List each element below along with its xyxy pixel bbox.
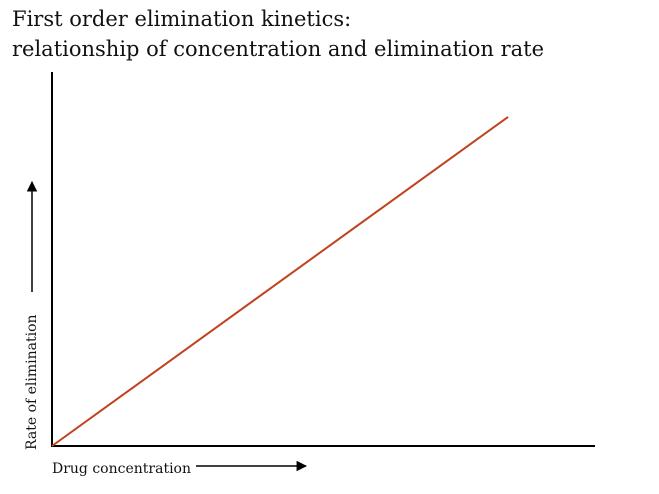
chart-title-line-2: relationship of concentration and elimin… (12, 37, 545, 61)
chart-title: First order elimination kinetics: relati… (12, 4, 544, 64)
series-layer (51, 116, 509, 447)
series-line-1 (51, 116, 509, 447)
y-axis-label: Rate of elimination (24, 314, 40, 450)
chart-title-line-1: First order elimination kinetics: (12, 7, 352, 31)
x-axis-label: Drug concentration (52, 461, 191, 477)
